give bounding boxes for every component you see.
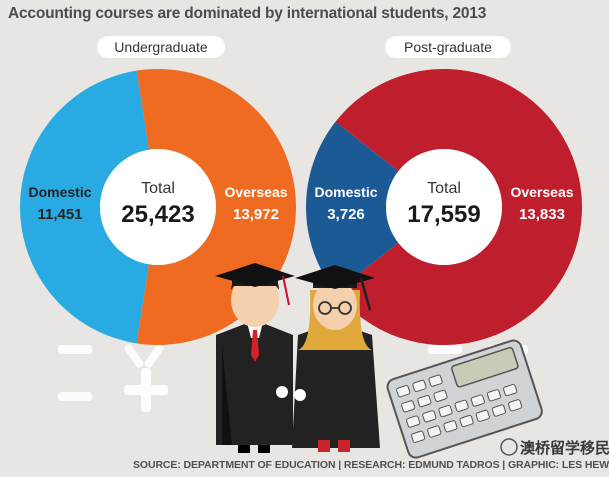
domestic-label: Domestic [314,184,377,200]
undergraduate-label: Undergraduate [97,36,225,58]
slice-domestic [20,70,150,344]
donut-hole [100,149,216,265]
slice-domestic [306,121,399,293]
domestic-label: Domestic [28,184,91,200]
watermark-text: 澳桥留学移民 [520,440,609,457]
total-value: 17,559 [407,201,480,228]
postgraduate-label: Post-graduate [385,36,511,58]
male-graduate [215,263,295,453]
overseas-value: 13,972 [233,206,279,223]
domestic-value: 3,726 [327,206,365,223]
overseas-label: Overseas [510,184,573,200]
slice-overseas [335,69,583,345]
watermark-logo-icon [500,438,518,456]
overseas-value: 13,833 [519,206,565,223]
total-label: Total [427,180,461,197]
chart-title: Accounting courses are dominated by inte… [8,5,487,22]
graduates-illustration [215,263,380,453]
total-value: 25,423 [121,201,194,228]
donut-hole [386,149,502,265]
total-label: Total [141,180,175,197]
source-line: SOURCE: DEPARTMENT OF EDUCATION | RESEAR… [133,459,609,471]
overseas-label: Overseas [224,184,287,200]
female-graduate [292,265,380,452]
domestic-value: 11,451 [37,206,82,223]
calculator-illustration [386,339,543,459]
postgraduate-donut: Total 17,559 Domestic 3,726 Overseas 13,833 [306,69,583,345]
